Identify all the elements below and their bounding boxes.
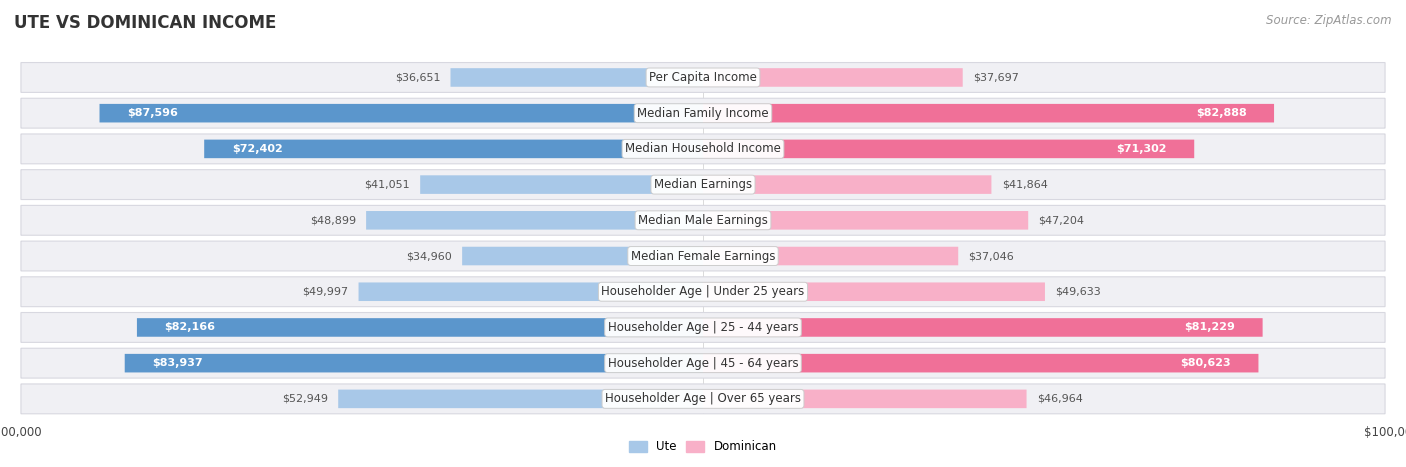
Text: Median Male Earnings: Median Male Earnings [638, 214, 768, 227]
Text: $41,864: $41,864 [1001, 180, 1047, 190]
FancyBboxPatch shape [359, 283, 703, 301]
Legend: Ute, Dominican: Ute, Dominican [624, 436, 782, 458]
FancyBboxPatch shape [463, 247, 703, 265]
Text: Median Household Income: Median Household Income [626, 142, 780, 156]
FancyBboxPatch shape [21, 134, 1385, 164]
FancyBboxPatch shape [21, 312, 1385, 342]
FancyBboxPatch shape [703, 68, 963, 87]
Text: $46,964: $46,964 [1036, 394, 1083, 404]
FancyBboxPatch shape [204, 140, 703, 158]
FancyBboxPatch shape [420, 175, 703, 194]
FancyBboxPatch shape [339, 389, 703, 408]
Text: UTE VS DOMINICAN INCOME: UTE VS DOMINICAN INCOME [14, 14, 277, 32]
FancyBboxPatch shape [21, 348, 1385, 378]
Text: Median Family Income: Median Family Income [637, 106, 769, 120]
Text: $34,960: $34,960 [406, 251, 451, 261]
Text: Householder Age | Under 25 years: Householder Age | Under 25 years [602, 285, 804, 298]
FancyBboxPatch shape [21, 241, 1385, 271]
Text: $37,046: $37,046 [969, 251, 1014, 261]
Text: $52,949: $52,949 [281, 394, 328, 404]
Text: $81,229: $81,229 [1184, 322, 1234, 333]
Text: Householder Age | 25 - 44 years: Householder Age | 25 - 44 years [607, 321, 799, 334]
FancyBboxPatch shape [100, 104, 703, 122]
Text: $72,402: $72,402 [232, 144, 283, 154]
Text: $48,899: $48,899 [309, 215, 356, 225]
Text: Per Capita Income: Per Capita Income [650, 71, 756, 84]
FancyBboxPatch shape [136, 318, 703, 337]
Text: $41,051: $41,051 [364, 180, 411, 190]
FancyBboxPatch shape [703, 140, 1194, 158]
Text: $36,651: $36,651 [395, 72, 440, 83]
Text: $49,633: $49,633 [1056, 287, 1101, 297]
FancyBboxPatch shape [703, 104, 1274, 122]
FancyBboxPatch shape [21, 63, 1385, 92]
FancyBboxPatch shape [450, 68, 703, 87]
Text: $87,596: $87,596 [127, 108, 179, 118]
Text: $47,204: $47,204 [1039, 215, 1084, 225]
FancyBboxPatch shape [703, 175, 991, 194]
Text: $82,166: $82,166 [165, 322, 215, 333]
FancyBboxPatch shape [366, 211, 703, 230]
Text: Householder Age | Over 65 years: Householder Age | Over 65 years [605, 392, 801, 405]
FancyBboxPatch shape [703, 389, 1026, 408]
FancyBboxPatch shape [125, 354, 703, 373]
Text: $71,302: $71,302 [1116, 144, 1167, 154]
FancyBboxPatch shape [21, 98, 1385, 128]
Text: Source: ZipAtlas.com: Source: ZipAtlas.com [1267, 14, 1392, 27]
FancyBboxPatch shape [703, 247, 959, 265]
FancyBboxPatch shape [703, 211, 1028, 230]
FancyBboxPatch shape [21, 170, 1385, 199]
FancyBboxPatch shape [21, 277, 1385, 307]
Text: $80,623: $80,623 [1180, 358, 1230, 368]
Text: Median Earnings: Median Earnings [654, 178, 752, 191]
FancyBboxPatch shape [21, 384, 1385, 414]
Text: $49,997: $49,997 [302, 287, 349, 297]
FancyBboxPatch shape [21, 205, 1385, 235]
FancyBboxPatch shape [703, 283, 1045, 301]
Text: Householder Age | 45 - 64 years: Householder Age | 45 - 64 years [607, 357, 799, 370]
Text: $37,697: $37,697 [973, 72, 1019, 83]
Text: $83,937: $83,937 [152, 358, 202, 368]
Text: Median Female Earnings: Median Female Earnings [631, 249, 775, 262]
FancyBboxPatch shape [703, 354, 1258, 373]
FancyBboxPatch shape [703, 318, 1263, 337]
Text: $82,888: $82,888 [1195, 108, 1247, 118]
